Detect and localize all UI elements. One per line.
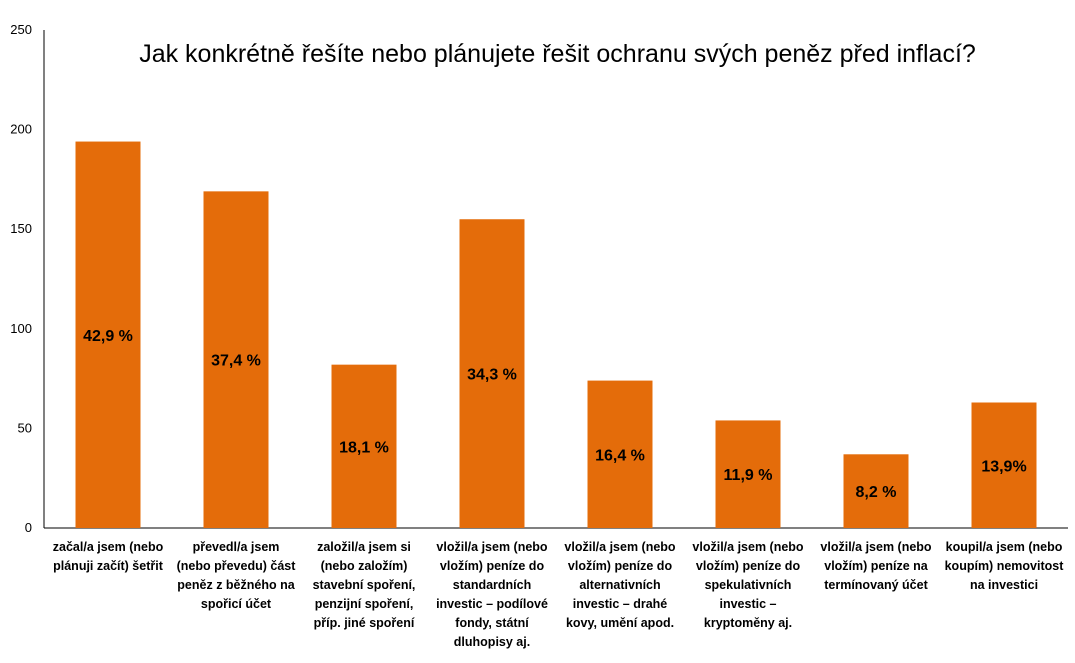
bar xyxy=(715,420,781,528)
bar xyxy=(203,191,269,529)
bar xyxy=(75,141,141,528)
y-tick-label: 0 xyxy=(25,520,32,535)
data-label: 11,9 % xyxy=(724,467,773,484)
data-label: 42,9 % xyxy=(83,328,133,345)
data-label: 37,4 % xyxy=(211,353,261,370)
bar xyxy=(971,402,1037,528)
bar xyxy=(459,219,525,529)
category-label: začal/a jsem (nebo plánuji začít) šetřit xyxy=(52,540,164,573)
bar xyxy=(587,380,653,528)
bar xyxy=(843,454,909,528)
data-label: 8,2 % xyxy=(856,484,897,501)
y-tick-label: 150 xyxy=(10,221,32,236)
data-label: 18,1 % xyxy=(339,439,389,456)
data-label: 34,3 % xyxy=(467,367,517,384)
chart-title: Jak konkrétně řešíte nebo plánujete řeši… xyxy=(139,40,976,68)
data-label: 16,4 % xyxy=(595,447,645,464)
y-tick-label: 250 xyxy=(10,22,32,37)
category-label: vložil/a jsem (nebo vložím) peníze do al… xyxy=(564,540,676,630)
category-label: vložil/a jsem (nebo vložím) peníze do sp… xyxy=(692,540,804,630)
y-tick-label: 100 xyxy=(10,321,32,336)
category-label: koupil/a jsem (nebo koupím) nemovitost n… xyxy=(944,540,1064,592)
y-tick-label: 50 xyxy=(18,420,32,435)
y-tick-label: 200 xyxy=(10,122,32,137)
category-label: převedl/a jsem (nebo převedu) část peněz… xyxy=(176,540,296,611)
category-label: vložil/a jsem (nebo vložím) peníze do st… xyxy=(436,540,548,649)
category-label: založil/a jsem si (nebo založím) stavebn… xyxy=(312,540,416,630)
bar xyxy=(331,364,397,528)
category-label: vložil/a jsem (nebo vložím) peníze na te… xyxy=(820,540,932,592)
data-label: 13,9% xyxy=(981,458,1026,475)
